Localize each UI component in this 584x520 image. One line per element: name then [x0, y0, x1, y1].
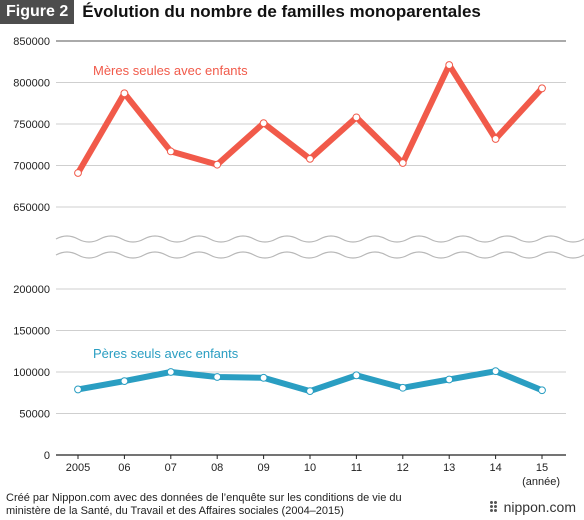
- data-point: [74, 385, 82, 394]
- grid-lines: [56, 40, 566, 456]
- series-meres: Mères seules avec enfants: [74, 61, 546, 177]
- x-tick-label: 08: [211, 462, 223, 474]
- x-tick-label: 15: [536, 462, 548, 474]
- x-tick-label: 2005: [66, 462, 90, 474]
- x-axis-tick-labels: 2005 06 07 08 09 10 11 12 13 14 15: [66, 455, 548, 474]
- source-line-2: ministère de la Santé, du Travail et des…: [6, 505, 344, 517]
- series-group: Mères seules avec enfants Pères seuls ave…: [74, 61, 546, 395]
- x-tick-label: 06: [118, 462, 130, 474]
- data-point: [352, 371, 361, 380]
- y-tick-label: 50000: [19, 409, 50, 421]
- data-point: [306, 387, 314, 395]
- y-tick-label: 100000: [13, 367, 50, 379]
- chart-title: Évolution du nombre de familles monopare…: [82, 2, 481, 21]
- brand-name: nippon.com: [503, 499, 576, 515]
- data-point: [74, 169, 82, 177]
- y-tick-label: 700000: [13, 161, 50, 173]
- data-point: [120, 377, 129, 386]
- y-tick-label: 850000: [13, 36, 50, 48]
- data-point: [538, 386, 546, 395]
- y-tick-label: 750000: [13, 119, 50, 131]
- data-point: [213, 160, 222, 169]
- data-point: [306, 154, 314, 163]
- axis-break-wave-bottom: [55, 251, 584, 259]
- y-tick-label: 650000: [13, 202, 50, 214]
- source-note: Créé par Nippon.com avec des données de …: [6, 492, 476, 518]
- data-point: [398, 159, 407, 167]
- axis-break: [55, 235, 584, 259]
- data-point: [491, 135, 500, 143]
- x-tick-label: 14: [489, 462, 501, 474]
- source-line-1: Créé par Nippon.com avec des données de …: [6, 492, 402, 504]
- data-point: [120, 89, 129, 98]
- data-point: [445, 61, 454, 69]
- data-point: [491, 367, 500, 376]
- data-point: [538, 84, 546, 93]
- y-tick-label: 0: [44, 450, 50, 462]
- data-point: [166, 368, 175, 376]
- figure-number-badge: Figure 2: [0, 0, 75, 24]
- figure-header: Figure 2 Évolution du nombre de familles…: [0, 0, 481, 24]
- axis-break-wave-top: [55, 235, 584, 243]
- data-point: [259, 119, 268, 128]
- line-chart: 650000 700000 750000 800000 850000 0 50000 1000…: [13, 36, 584, 488]
- data-point: [398, 383, 407, 392]
- series-peres: Pères seuls avec enfants: [74, 346, 546, 395]
- x-tick-label: 09: [257, 462, 269, 474]
- data-point: [352, 113, 361, 122]
- data-point: [259, 373, 268, 382]
- data-point: [213, 373, 222, 381]
- data-point: [445, 375, 454, 384]
- x-tick-label: 11: [351, 462, 362, 474]
- y-tick-label: 200000: [13, 284, 50, 296]
- x-axis-unit-label: (année): [522, 476, 560, 488]
- brand-logo: nippon.com: [489, 499, 576, 515]
- series-label: Mères seules avec enfants: [93, 63, 248, 78]
- x-tick-label: 10: [304, 462, 316, 474]
- data-point: [166, 147, 175, 156]
- y-tick-label: 800000: [13, 78, 50, 90]
- brand-dots-icon: [489, 501, 500, 513]
- x-tick-label: 13: [443, 462, 455, 474]
- y-tick-label: 150000: [13, 326, 50, 338]
- x-tick-label: 07: [165, 462, 177, 474]
- x-tick-label: 12: [397, 462, 409, 474]
- series-label: Pères seuls avec enfants: [93, 346, 239, 361]
- y-axis-tick-labels: 650000 700000 750000 800000 850000 0 50000 1000…: [13, 36, 50, 462]
